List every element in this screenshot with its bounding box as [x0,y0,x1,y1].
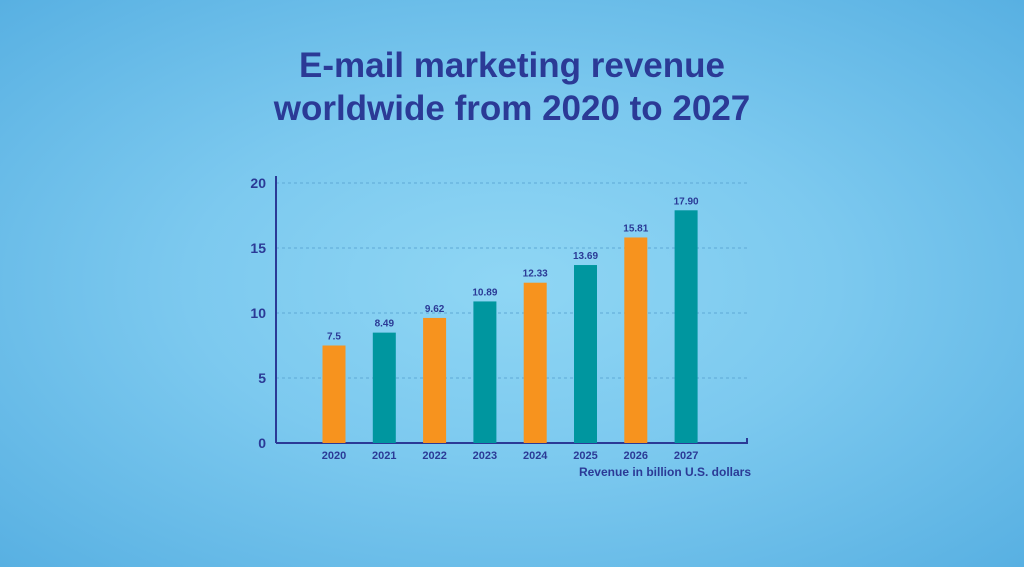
bar [322,345,346,443]
x-tick-label: 2026 [624,450,648,462]
bar [624,237,648,443]
x-tick-label: 2023 [473,450,497,462]
data-label: 8.49 [375,319,395,330]
y-tick-label: 0 [258,435,266,451]
data-label: 7.5 [327,332,341,343]
y-tick-label: 15 [250,240,266,256]
data-label: 10.89 [472,287,497,298]
x-tick-label: 2020 [322,450,346,462]
data-label: 17.90 [674,196,699,207]
bar [574,265,597,443]
chart-title: E-mail marketing revenue worldwide from … [0,44,1024,130]
chart-title-line-2: worldwide from 2020 to 2027 [273,89,751,128]
data-label: 15.81 [623,223,648,234]
chart-title-line-1: E-mail marketing revenue [299,46,725,85]
data-label: 13.69 [573,251,598,262]
bar [423,317,447,443]
data-label: 12.33 [523,269,548,280]
x-tick-label: 2027 [674,450,698,462]
y-tick-label: 5 [258,370,266,386]
x-tick-label: 2025 [573,450,597,462]
x-tick-label: 2024 [523,450,548,462]
bar [372,332,396,443]
x-tick-label: 2022 [422,450,446,462]
bar [473,301,497,443]
x-tick-label: 2021 [372,450,396,462]
bar [674,210,698,443]
data-label: 9.62 [425,304,445,315]
y-tick-label: 10 [250,305,266,321]
bar [523,282,547,443]
y-tick-label: 20 [250,175,266,191]
x-axis-title: Revenue in billion U.S. dollars [579,465,751,479]
